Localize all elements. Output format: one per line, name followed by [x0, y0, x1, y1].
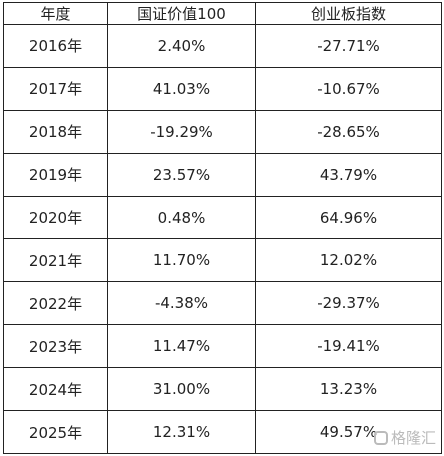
return-cell: 23.57%: [107, 152, 256, 197]
return-cell: 41.03%: [107, 66, 256, 111]
table-row: 2021年 11.70% 12.02%: [3, 238, 442, 283]
table-body: 2016年 2.40% -27.71% 2017年 41.03% -10.67% 2018年…: [3, 24, 442, 454]
return-cell: 31.00%: [107, 367, 256, 412]
table-row: 2017年 41.03% -10.67%: [3, 66, 442, 111]
year-cell: 2017年: [3, 66, 108, 111]
return-cell: -10.67%: [255, 66, 442, 111]
return-cell: 49.57%: [255, 410, 442, 454]
return-cell: -27.71%: [255, 24, 442, 68]
return-cell: 11.70%: [107, 238, 256, 283]
return-cell: -19.29%: [107, 109, 256, 154]
watermark: 格隆汇: [373, 427, 436, 448]
table-head: 年度 国证价值100 创业板指数: [3, 2, 442, 25]
header-cell: 年度: [3, 2, 108, 25]
watermark-logo: [373, 430, 388, 445]
return-cell: -19.41%: [255, 324, 442, 369]
return-cell: 12.31%: [107, 410, 256, 454]
table-row: 2025年 12.31% 49.57%: [3, 410, 442, 454]
year-cell: 2025年: [3, 410, 108, 454]
header-cell: 国证价值100: [107, 2, 256, 25]
year-cell: 2020年: [3, 195, 108, 240]
return-cell: 43.79%: [255, 152, 442, 197]
table-row: 2018年 -19.29% -28.65%: [3, 109, 442, 154]
year-cell: 2024年: [3, 367, 108, 412]
year-cell: 2018年: [3, 109, 108, 154]
year-cell: 2023年: [3, 324, 108, 369]
table-row: 2019年 23.57% 43.79%: [3, 152, 442, 197]
year-cell: 2022年: [3, 281, 108, 326]
table-row: 2022年 -4.38% -29.37%: [3, 281, 442, 326]
return-cell: 2.40%: [107, 24, 256, 68]
year-cell: 2021年: [3, 238, 108, 283]
return-cell: 11.47%: [107, 324, 256, 369]
year-cell: 2016年: [3, 24, 108, 68]
header-row: 年度 国证价值100 创业板指数: [3, 2, 442, 25]
table-row: 2024年 31.00% 13.23%: [3, 367, 442, 412]
table-row: 2020年 0.48% 64.96%: [3, 195, 442, 240]
header-cell: 创业板指数: [255, 2, 442, 25]
return-cell: 12.02%: [255, 238, 442, 283]
table-row: 2023年 11.47% -19.41%: [3, 324, 442, 369]
return-cell: -4.38%: [107, 281, 256, 326]
return-cell: 13.23%: [255, 367, 442, 412]
return-cell: -28.65%: [255, 109, 442, 154]
watermark-text: 格隆汇: [390, 429, 436, 447]
year-cell: 2019年: [3, 152, 108, 197]
table-row: 2016年 2.40% -27.71%: [3, 24, 442, 68]
return-cell: 64.96%: [255, 195, 442, 240]
returns-table: 年度 国证价值100 创业板指数 2016年 2.40% -27.71% 2017年 4…: [3, 2, 442, 454]
return-cell: -29.37%: [255, 281, 442, 326]
return-cell: 0.48%: [107, 195, 256, 240]
